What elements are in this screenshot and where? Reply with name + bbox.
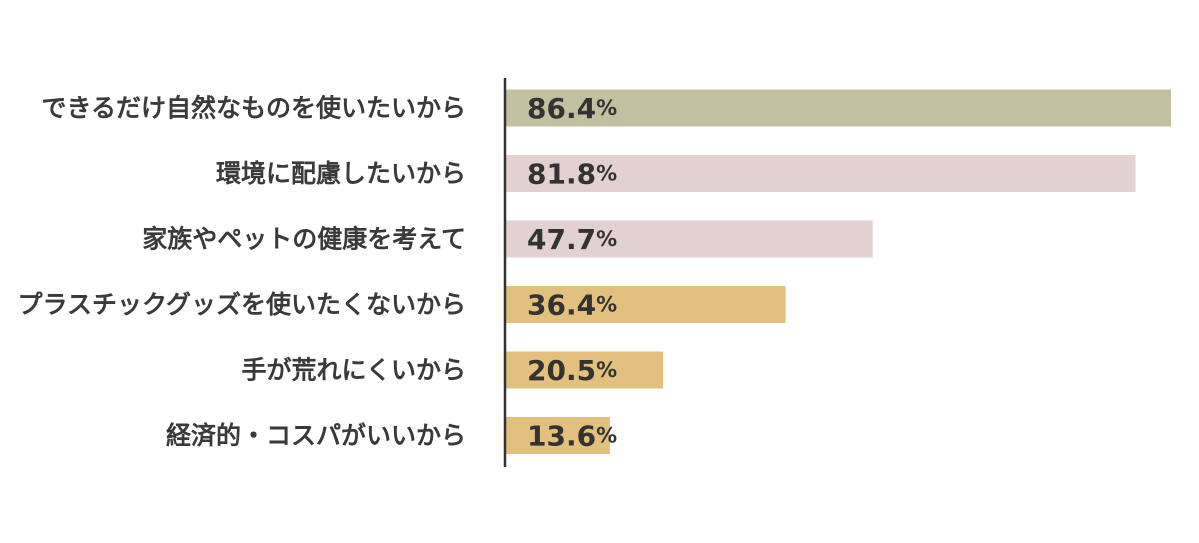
value-number: 20.5 [527,354,596,387]
value-label: 20.5% [527,354,617,387]
bar [505,417,610,454]
value-number: 36.4 [527,288,596,321]
value-label: 13.6% [527,419,617,452]
category-label: 手が荒れにくいから [241,356,466,385]
bar [505,89,1171,127]
value-unit: % [596,96,617,120]
value-number: 86.4 [527,92,596,125]
value-unit: % [596,358,617,382]
value-number: 13.6 [527,419,596,452]
category-label: 経済的・コスパがいいから [166,421,466,450]
value-number: 47.7 [527,223,596,256]
category-label: できるだけ自然なものを使いたいから [41,94,466,123]
value-unit: % [596,293,617,317]
bar [505,155,1136,192]
value-unit: % [596,424,617,448]
value-number: 81.8 [527,157,596,190]
category-label: 家族やペットの健康を考えて [142,225,466,254]
bar [505,220,873,258]
category-label: 環境に配慮したいから [216,159,466,188]
bar [505,286,786,323]
category-label: プラスチックグッズを使いたくないから [17,290,466,319]
value-label: 81.8% [527,157,617,190]
bar [505,351,664,389]
value-unit: % [596,162,617,186]
value-label: 47.7% [527,223,617,256]
value-unit: % [596,227,617,251]
value-label: 36.4% [527,288,617,321]
value-label: 86.4% [527,92,617,125]
